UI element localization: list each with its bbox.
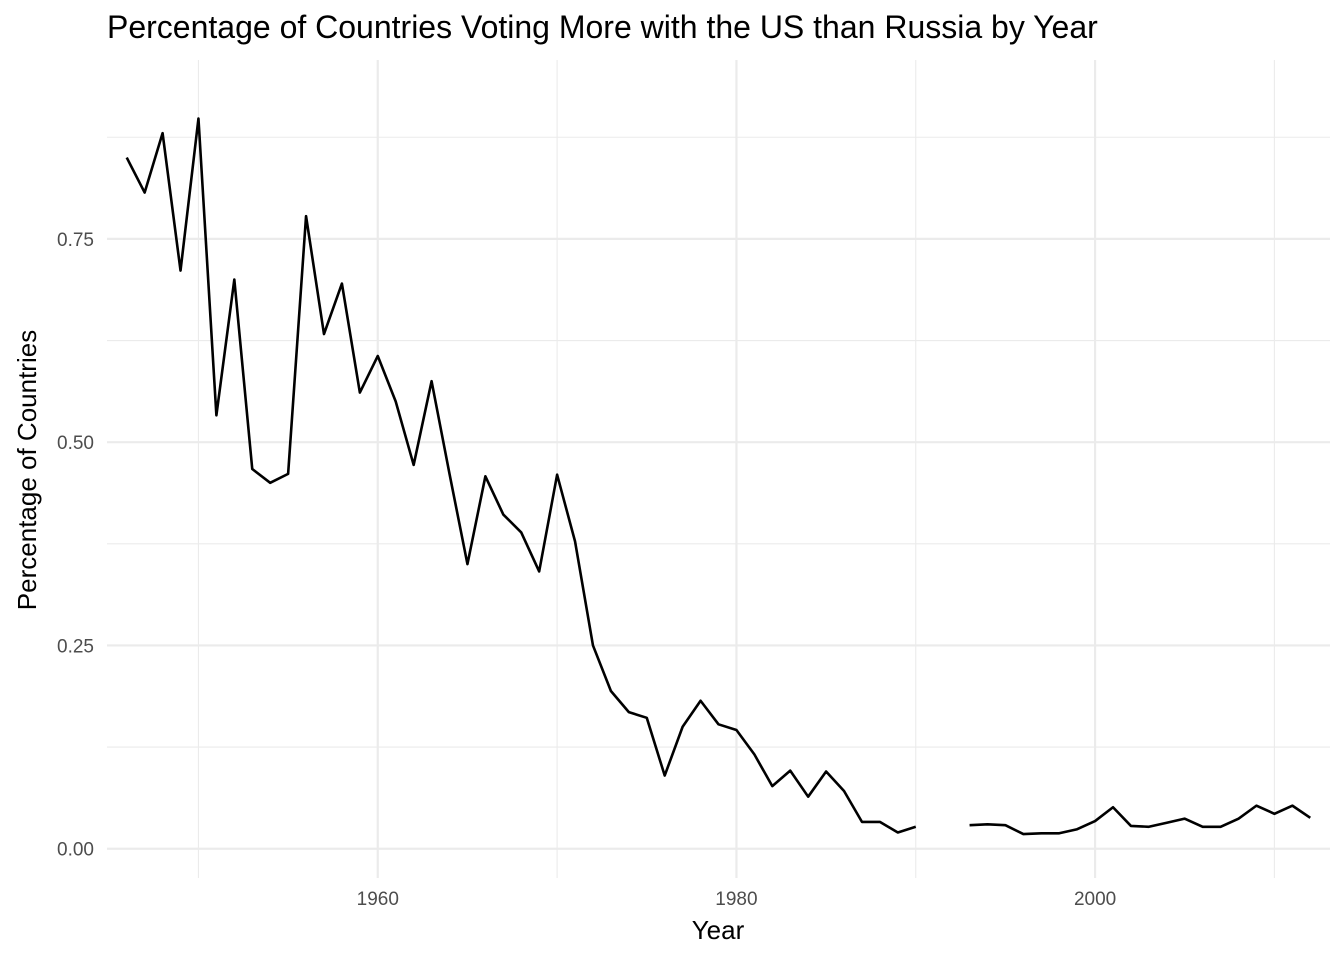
y-tick-label: 0.25: [57, 636, 94, 657]
y-tick-label: 0.00: [57, 840, 94, 861]
x-tick-labels: 1960 1980 2000: [357, 889, 1117, 910]
series-layer: [125, 117, 1312, 836]
y-tick-labels: 0.00 0.25 0.50 0.75: [57, 230, 94, 861]
y-tick-label: 0.50: [57, 433, 94, 454]
x-tick-label: 2000: [1074, 889, 1116, 910]
chart-title: Percentage of Countries Voting More with…: [107, 9, 1098, 45]
series-line-segment: [969, 804, 1312, 836]
x-axis-title: Year: [692, 915, 745, 945]
y-tick-label: 0.75: [57, 230, 94, 251]
y-axis-title: Percentage of Countries: [12, 330, 42, 610]
x-tick-label: 1980: [715, 889, 757, 910]
minor-gridlines-y: [107, 136, 1330, 748]
series-line-segment: [125, 117, 917, 834]
minor-gridlines-x: [197, 60, 1275, 878]
major-gridlines-y: [107, 237, 1330, 850]
x-tick-label: 1960: [357, 889, 399, 910]
major-gridlines-x: [376, 60, 1097, 878]
